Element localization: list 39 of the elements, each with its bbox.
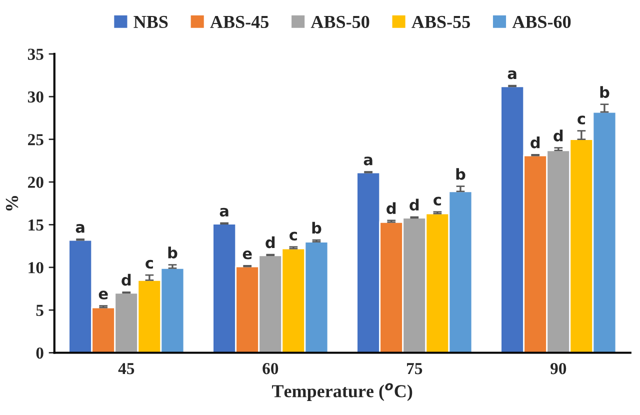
x-axis-title: Temperature ($^{o}$C) <box>272 383 412 401</box>
data-label: e <box>98 290 108 300</box>
x-tick-label: 60 <box>262 362 278 374</box>
y-tick-label: 35 <box>28 48 44 60</box>
y-tick-label: 0 <box>36 347 44 359</box>
data-label: a <box>364 156 372 166</box>
y-tick-label: 15 <box>28 219 44 231</box>
data-label: c <box>434 196 441 206</box>
data-label: a <box>76 224 84 233</box>
y-tick-label: 30 <box>28 91 44 103</box>
legend-label: NBS <box>134 16 168 28</box>
y-axis-title: % <box>6 196 18 211</box>
legend-label: ABS-60 <box>512 16 571 28</box>
x-tick-label: 75 <box>407 363 422 374</box>
data-label: a <box>508 70 516 80</box>
data-label: d <box>410 198 419 211</box>
y-tick-label: 20 <box>28 176 44 188</box>
data-label: d <box>122 274 131 286</box>
data-label: b <box>168 246 178 258</box>
legend-label: ABS-45 <box>210 16 269 28</box>
data-label: d <box>530 136 540 148</box>
y-tick-label: 10 <box>28 262 44 274</box>
data-label: b <box>600 86 610 98</box>
data-label: d <box>554 130 563 142</box>
data-label: a <box>220 208 228 217</box>
data-label: d <box>266 236 275 248</box>
x-tick-label: 45 <box>118 363 134 374</box>
legend-label: ABS-55 <box>412 16 470 28</box>
y-tick-label: 5 <box>36 304 44 316</box>
data-label: c <box>146 260 153 269</box>
data-label: b <box>456 168 466 180</box>
y-tick-label: 25 <box>28 134 44 146</box>
data-label: d <box>386 202 396 214</box>
legend-label: ABS-50 <box>310 16 370 28</box>
data-label: b <box>312 222 322 234</box>
x-tick-label: 90 <box>550 362 566 374</box>
data-label: e <box>242 250 252 260</box>
data-label: c <box>578 116 585 124</box>
data-label: c <box>290 232 297 241</box>
